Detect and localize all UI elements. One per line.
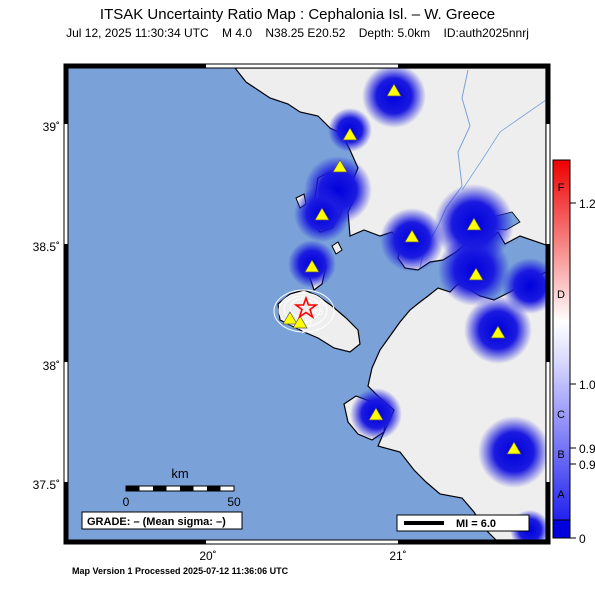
colorbar-value: 0.9	[579, 458, 595, 472]
grade-label: C	[557, 409, 565, 421]
scale-end: 50	[227, 495, 241, 509]
event-id: ID:auth2025nnrj	[443, 26, 529, 40]
station-marker	[368, 407, 384, 421]
grade-label: D	[557, 289, 565, 301]
lon-axis: 20˚ 21˚	[199, 549, 406, 563]
lat-label: 38.5˚	[33, 240, 60, 254]
river	[461, 99, 546, 191]
station-marker	[490, 325, 506, 339]
footer-processed: Map Version 1 Processed 2025-07-12 11:36…	[72, 566, 289, 576]
mi-legend-box	[396, 514, 530, 532]
colorbar-value: 1.0	[579, 378, 595, 392]
station-marker	[292, 315, 308, 329]
station-marker	[386, 83, 402, 97]
lat-axis: 39˚ 38.5˚ 38˚ 37.5˚	[33, 120, 60, 492]
colorbar-value: 0	[579, 532, 586, 546]
grade-label: B	[557, 449, 564, 461]
mi-legend-text: MI = 6.0	[456, 518, 496, 530]
lat-label: 39˚	[43, 120, 60, 134]
grade-label: F	[558, 182, 565, 194]
scale-unit: km	[171, 466, 188, 481]
stations	[282, 83, 522, 455]
station-marker	[314, 207, 330, 221]
event-date: Jul 12, 2025 11:30:34 UTC	[66, 26, 209, 40]
grade-label: A	[557, 489, 565, 501]
grade-text: GRADE: – (Mean sigma: –)	[87, 516, 226, 528]
station-marker	[304, 259, 320, 273]
map-title: ITSAK Uncertainty Ratio Map : Cephalonia…	[99, 6, 496, 23]
station-marker	[342, 127, 358, 141]
lon-label: 20˚	[199, 549, 216, 563]
grade-box	[81, 511, 243, 530]
station-marker	[506, 441, 522, 455]
scale-start: 0	[123, 495, 130, 509]
station-marker	[404, 229, 420, 243]
scale-bar: km 0 50	[123, 466, 241, 509]
colorbar-value: 1.2	[579, 197, 595, 211]
contour-label-2: 0.5	[313, 299, 327, 316]
event-depth: Depth: 5.0km	[358, 26, 431, 40]
station-marker	[282, 311, 298, 325]
lat-label: 38˚	[43, 359, 60, 373]
station-marker	[332, 159, 348, 173]
station-marker	[466, 217, 482, 231]
mi-legend-line	[404, 521, 444, 525]
lon-label: 21˚	[389, 549, 406, 563]
colorbar: F D C B A 1.2 1.0 0.9 0.9 0	[552, 159, 595, 546]
lat-label: 37.5˚	[33, 478, 60, 492]
station-marker	[468, 267, 484, 281]
colorbar-value: 0.9	[579, 442, 595, 456]
epicenter-star[interactable]	[293, 295, 319, 320]
event-magnitude: M 4.0	[222, 26, 253, 40]
map-area[interactable]: 1.5 0.5	[68, 64, 558, 550]
event-location: N38.25 E20.52	[265, 26, 346, 40]
map-frame	[63, 63, 551, 545]
islet	[331, 241, 343, 255]
event-info: Jul 12, 2025 11:30:34 UTC M 4.0 N38.25 E…	[0, 26, 595, 40]
